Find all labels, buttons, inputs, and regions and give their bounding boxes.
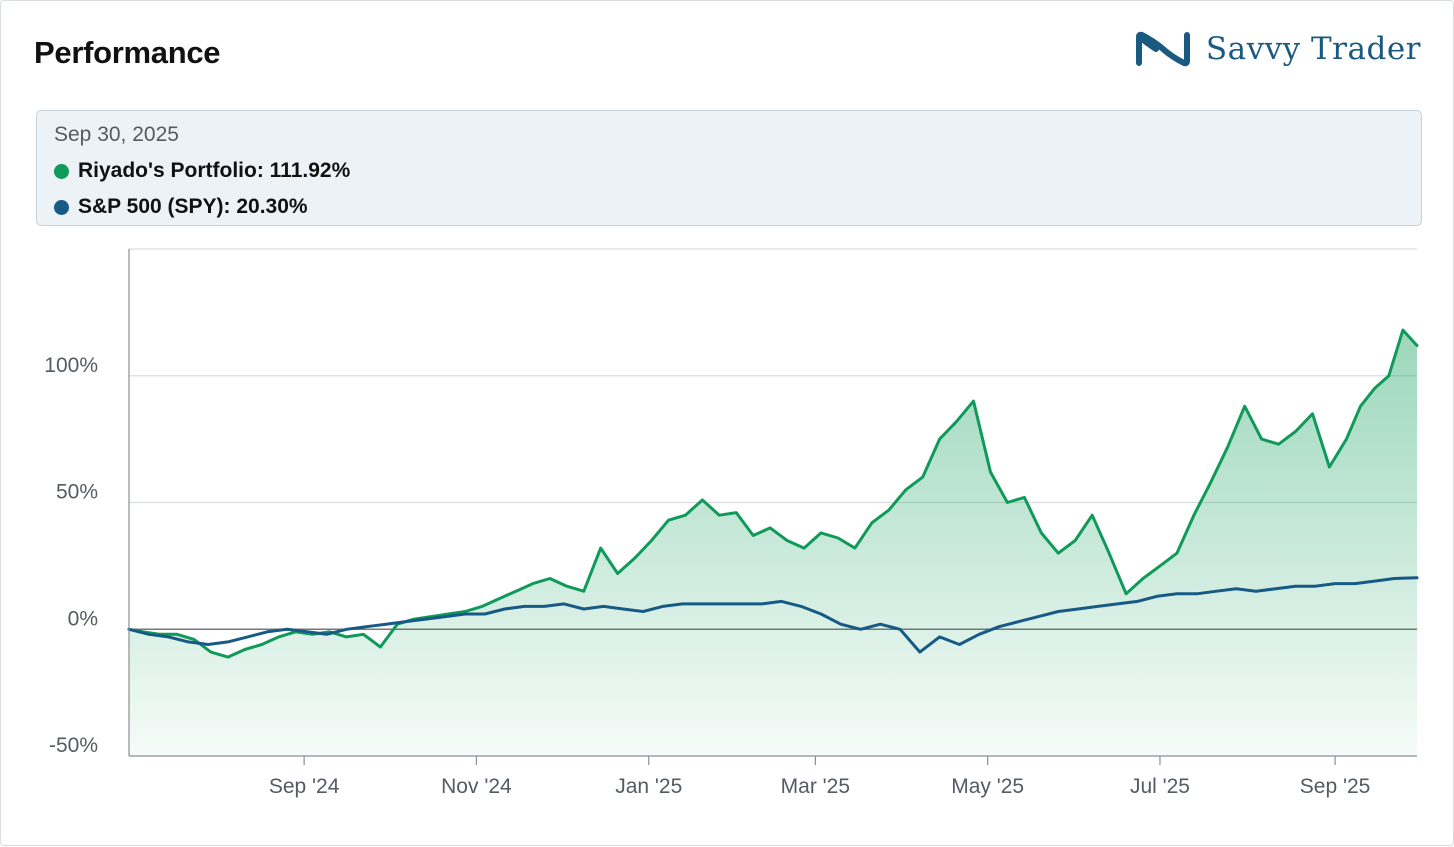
series-lines (127, 328, 1419, 659)
x-tick-label: Sep '25 (1300, 775, 1371, 798)
portfolio-area (129, 330, 1417, 756)
axes: 100% 50% 0% -50% Sep '24 Nov '24 Jan '25 Mar '2… (44, 249, 1417, 798)
tooltip-portfolio-value: Riyado's Portfolio: 111.92% (78, 159, 351, 182)
portfolio-dot-icon (54, 163, 69, 179)
portfolio-line[interactable] (127, 328, 1419, 659)
y-tick-label: 0% (68, 607, 98, 630)
y-tick-label: -50% (49, 734, 98, 757)
x-tick-label: Mar '25 (781, 775, 850, 798)
tooltip-row-benchmark: S&P 500 (SPY): 20.30% (54, 195, 308, 219)
x-tick-label: Nov '24 (441, 775, 512, 798)
x-tick-label: May '25 (951, 775, 1024, 798)
benchmark-line[interactable] (127, 576, 1419, 654)
savvy-trader-logo-icon (1135, 31, 1190, 67)
y-tick-label: 100% (44, 354, 98, 377)
benchmark-dot-icon (54, 199, 69, 215)
brand-logo[interactable]: Savvy Trader (1134, 31, 1421, 67)
brand-name: Savvy Trader (1205, 31, 1421, 67)
tooltip-date: Sep 30, 2025 (54, 123, 179, 146)
x-tick-label: Sep '24 (269, 775, 340, 798)
portfolio-area-fill (129, 330, 1417, 756)
page-title: Performance (34, 35, 221, 70)
hover-tooltip: Sep 30, 2025 Riyado's Portfolio: 111.92%… (36, 110, 1422, 226)
tooltip-row-portfolio: Riyado's Portfolio: 111.92% (54, 159, 350, 183)
y-tick-label: 50% (56, 481, 98, 504)
x-tick-label: Jul '25 (1130, 775, 1190, 798)
x-tick-label: Jan '25 (615, 775, 682, 798)
tooltip-benchmark-value: S&P 500 (SPY): 20.30% (78, 195, 308, 218)
